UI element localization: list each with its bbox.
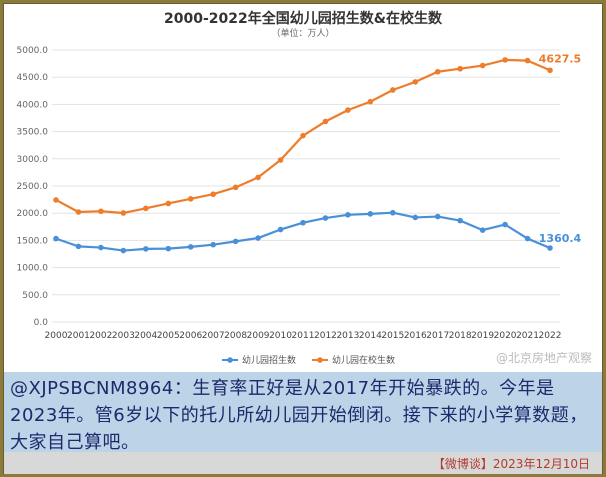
data-point [300,219,306,226]
data-point [524,235,531,242]
data-point [75,209,82,215]
data-point [277,157,284,163]
y-tick-label: 5000.0 [17,46,49,56]
data-point [390,87,396,93]
data-point [367,211,374,217]
x-tick-label: 2019 [471,331,494,341]
data-point [120,210,127,216]
data-point [502,221,508,228]
data-point [232,184,239,191]
data-point [547,67,553,74]
data-point [300,132,306,139]
y-tick-label: 2500.0 [17,182,49,192]
chart-subtitle: （单位：万人） [271,29,335,39]
x-tick-label: 2012 [314,331,337,341]
end-data-label: 4627.5 [539,52,581,65]
data-point [187,244,194,250]
x-tick-label: 2009 [247,331,270,341]
data-point [98,208,104,215]
data-point [457,217,463,224]
data-point [120,247,127,254]
data-point [322,118,329,125]
end-data-label: 1360.4 [539,232,582,245]
y-tick-label: 1000.0 [17,264,49,274]
data-point [210,191,216,198]
x-tick-label: 2006 [179,331,202,341]
data-point [524,57,531,64]
data-point [390,209,396,216]
data-point [434,68,441,75]
data-point [143,205,149,212]
data-point [165,245,172,252]
data-point [75,243,82,250]
x-tick-label: 2010 [269,331,292,341]
x-tick-label: 2003 [112,331,135,341]
data-point [232,238,239,245]
x-tick-label: 2008 [224,331,247,341]
data-point [210,241,216,248]
screenshot-frame: 0.0 500.0 1000.0 1500.0 2000.0 2500.0 3000.0 35… [3,3,603,474]
data-point [322,215,329,221]
data-point [165,200,172,207]
data-point [143,246,149,252]
data-point [345,212,351,218]
x-tick-label: 2014 [359,331,382,341]
chart-title: 2000-2022年全国幼儿园招生数&在校生数 [164,11,442,27]
x-tick-label: 2021 [516,331,539,341]
data-point [412,79,419,85]
y-tick-label: 500.0 [22,291,48,301]
x-tick-label: 2017 [426,331,449,341]
data-point [367,98,374,105]
data-point [187,196,194,202]
data-point [479,227,486,233]
watermark-text: @北京房地产观察 [495,351,592,365]
caption-text: @XJPSBCNM8964：生育率正好是从2017年开始暴跌的。今年是2023年… [10,378,588,453]
line-chart: 0.0 500.0 1000.0 1500.0 2000.0 2500.0 3000.0 35… [17,46,582,366]
data-point [502,57,508,63]
data-point [255,235,261,241]
x-tick-label: 2015 [381,331,404,341]
legend-marker [317,357,323,363]
y-tick-label: 0.0 [34,318,49,328]
y-tick-label: 4000.0 [17,100,49,110]
y-tick-label: 2000.0 [17,209,49,219]
x-tick-label: 2016 [404,331,427,341]
data-point [434,213,441,220]
data-point [345,107,351,113]
data-point [53,235,59,242]
x-tick-label: 2004 [134,331,157,341]
y-tick-label: 1500.0 [17,236,49,246]
chart-area: 0.0 500.0 1000.0 1500.0 2000.0 2500.0 3000.0 35… [4,4,602,372]
x-tick-label: 2020 [494,331,517,341]
x-tick-label: 2005 [157,331,180,341]
x-tick-label: 2001 [67,331,90,341]
data-point [457,65,463,72]
data-point [53,197,59,203]
x-tick-label: 2011 [292,331,315,341]
x-tick-label: 2022 [539,331,562,341]
data-point [255,174,261,181]
x-tick-label: 2002 [89,331,112,341]
footer-bar: 【微博谈】2023年12月10日 [4,452,602,474]
data-point [479,62,486,69]
data-point [547,245,553,251]
y-tick-label: 4500.0 [17,73,49,83]
caption-box: @XJPSBCNM8964：生育率正好是从2017年开始暴跌的。今年是2023年… [4,372,602,453]
y-tick-label: 3000.0 [17,155,49,165]
x-tick-label: 2007 [202,331,225,341]
x-tick-label: 2000 [45,331,68,341]
legend-label: 幼儿园招生数 [242,354,296,366]
series-line-0 [55,211,551,252]
data-point [277,226,284,233]
x-tick-label: 2013 [336,331,359,341]
data-point [412,214,419,221]
legend-marker [227,357,233,363]
footer-text: 【微博谈】2023年12月10日 [432,457,590,471]
x-tick-label: 2018 [449,331,472,341]
data-point [98,244,104,251]
legend-label: 幼儿园在校生数 [332,354,395,366]
y-tick-label: 3500.0 [17,128,49,138]
